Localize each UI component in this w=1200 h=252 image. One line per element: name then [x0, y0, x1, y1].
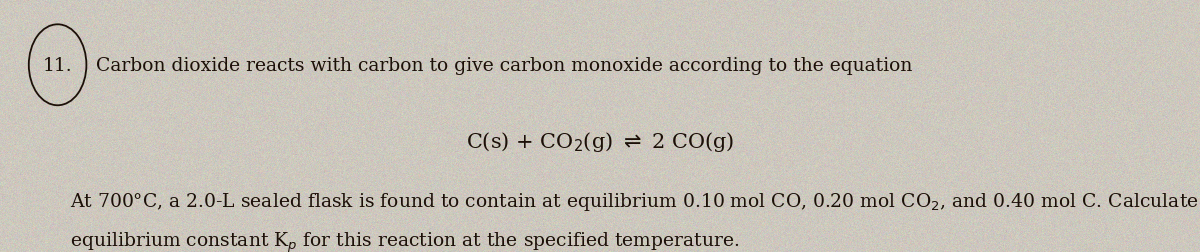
Text: Carbon dioxide reacts with carbon to give carbon monoxide according to the equat: Carbon dioxide reacts with carbon to giv… [96, 56, 912, 75]
Text: At 700°C, a 2.0-L sealed flask is found to contain at equilibrium 0.10 mol CO, 0: At 700°C, a 2.0-L sealed flask is found … [70, 191, 1200, 212]
Text: 11.: 11. [43, 56, 72, 75]
Text: C(s) + CO$_2$(g) $\rightleftharpoons$ 2 CO(g): C(s) + CO$_2$(g) $\rightleftharpoons$ 2 … [466, 129, 734, 153]
Text: equilibrium constant K$_p$ for this reaction at the specified temperature.: equilibrium constant K$_p$ for this reac… [70, 230, 739, 252]
